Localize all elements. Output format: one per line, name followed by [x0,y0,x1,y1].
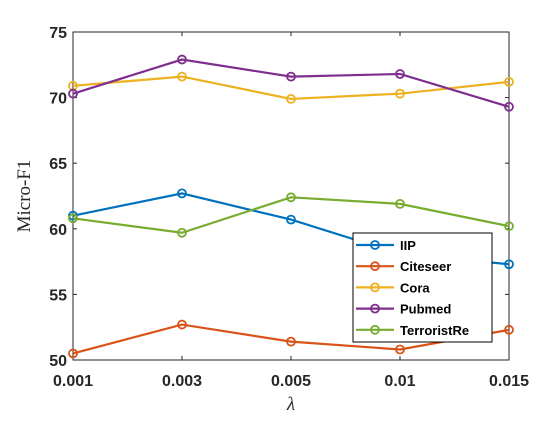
data-point [395,69,405,79]
legend-item-terroristre: TerroristRe [356,323,469,338]
legend-item-iip: IIP [356,238,416,253]
legend: IIP Citeseer Cora Pubmed TerroristRe [352,232,493,343]
data-point [177,227,187,238]
series-citeseer [68,319,514,359]
x-tick-label: 0.01 [384,373,415,390]
legend-label: Pubmed [400,302,451,317]
data-point [286,336,296,347]
data-point [68,88,78,99]
data-point [68,213,78,224]
series-pubmed [68,54,514,112]
legend-item-pubmed: Pubmed [356,302,451,317]
y-tick-label: 70 [49,91,67,108]
y-tick-label: 60 [49,222,67,239]
legend-marker [370,261,380,272]
x-tick-label: 0.003 [162,373,202,390]
y-tick-label: 50 [49,353,67,370]
y-tick-label: 55 [49,287,67,304]
series-cora [68,71,514,104]
data-point [286,192,296,203]
data-point [286,94,296,104]
x-tick-label: 0.001 [53,373,93,390]
legend-marker [370,282,380,293]
data-point [177,54,187,65]
legend-label: IIP [400,238,416,253]
data-point [504,259,514,270]
data-point [177,71,187,82]
y-axis: 50 55 60 65 70 75 [49,25,509,370]
x-axis: 0.001 0.003 0.005 0.01 0.015 [53,32,529,390]
data-point [504,101,514,112]
series-line [72,75,510,101]
legend-item-cora: Cora [356,280,430,295]
data-point [504,221,514,232]
legend-label: Citeseer [400,259,451,274]
y-tick-label: 65 [49,156,67,173]
data-point [504,76,514,87]
legend-item-citeseer: Citeseer [356,259,451,274]
data-point [395,198,405,209]
legend-label: TerroristRe [400,323,469,338]
data-point [504,324,514,335]
series-terroristre [68,192,514,238]
legend-label: Cora [400,280,430,295]
data-point [395,88,405,99]
data-point [177,319,187,330]
data-point [286,71,296,82]
x-tick-label: 0.005 [271,373,311,390]
y-tick-label: 75 [49,25,67,42]
data-point [286,214,296,225]
y-axis-label: Micro-F1 [14,160,35,233]
data-point [395,344,405,355]
data-point [68,348,78,359]
series-line [72,196,510,234]
data-point [177,188,187,199]
legend-marker [370,303,380,314]
x-axis-label: λ [286,394,295,415]
series-line [72,58,510,108]
series-line [72,323,510,355]
x-tick-label: 0.015 [489,373,529,390]
legend-marker [370,324,380,335]
legend-marker [370,240,380,250]
